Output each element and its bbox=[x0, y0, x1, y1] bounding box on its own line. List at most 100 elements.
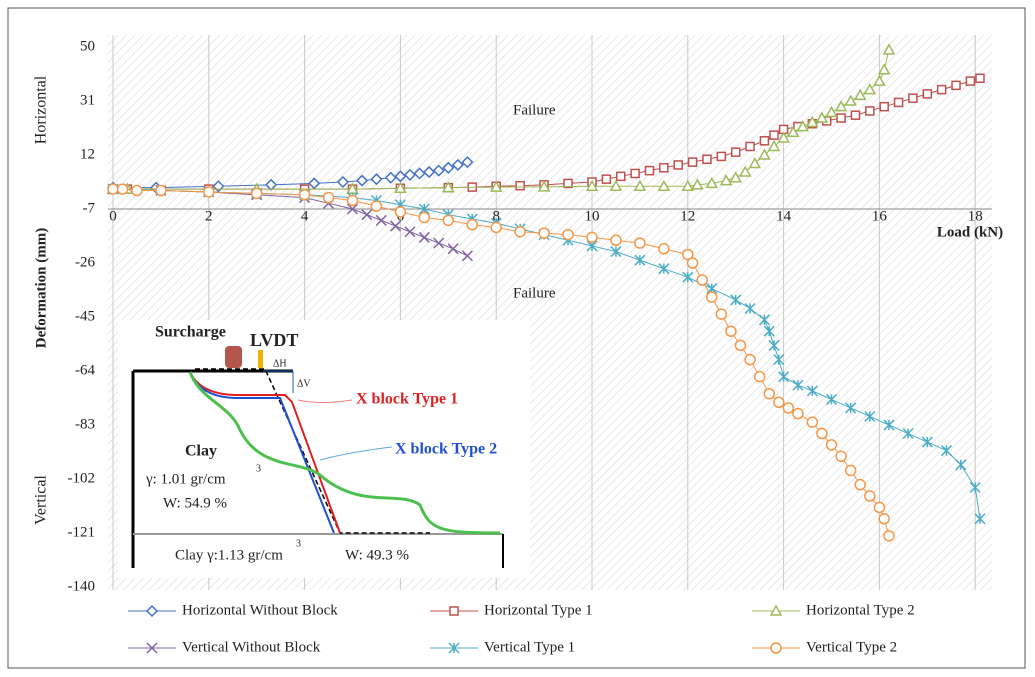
marker bbox=[786, 125, 800, 138]
marker bbox=[773, 396, 785, 409]
marker bbox=[448, 642, 460, 654]
y-tick-label: -102 bbox=[68, 470, 96, 486]
marker bbox=[806, 416, 819, 428]
marker bbox=[657, 179, 671, 192]
marker bbox=[418, 211, 431, 224]
marker bbox=[563, 178, 573, 189]
marker bbox=[792, 379, 804, 391]
marker bbox=[298, 189, 311, 201]
marker bbox=[792, 407, 804, 420]
x-tick-label: 16 bbox=[872, 208, 888, 224]
marker bbox=[863, 83, 877, 95]
marker bbox=[682, 271, 694, 283]
marker bbox=[879, 101, 889, 112]
marker bbox=[145, 604, 159, 618]
marker bbox=[615, 171, 626, 182]
marker bbox=[418, 231, 430, 243]
marker bbox=[514, 225, 526, 238]
delta-bracket bbox=[263, 370, 294, 393]
marker bbox=[865, 106, 875, 116]
marker bbox=[489, 180, 503, 192]
marker bbox=[744, 302, 756, 315]
marker bbox=[777, 131, 790, 143]
marker bbox=[882, 43, 896, 55]
marker bbox=[433, 237, 445, 249]
marker bbox=[265, 178, 278, 191]
y-tick-label: 50 bbox=[80, 38, 95, 54]
marker bbox=[969, 481, 981, 494]
marker bbox=[586, 231, 598, 244]
x-tick-label: 8 bbox=[492, 208, 500, 224]
marker bbox=[131, 184, 143, 197]
marker bbox=[908, 93, 918, 103]
annotation: Failure bbox=[513, 102, 556, 118]
marker bbox=[537, 180, 551, 192]
marker bbox=[691, 178, 704, 190]
marker bbox=[442, 161, 455, 174]
annotation: Failure bbox=[513, 285, 556, 301]
marker bbox=[854, 478, 866, 491]
legend-label: Horizontal Type 1 bbox=[484, 602, 593, 618]
marker bbox=[902, 427, 914, 440]
marker bbox=[686, 257, 699, 269]
marker bbox=[308, 177, 321, 190]
marker bbox=[702, 154, 712, 165]
marker bbox=[413, 167, 426, 180]
marker bbox=[394, 170, 407, 183]
marker bbox=[878, 513, 890, 525]
marker bbox=[432, 164, 445, 177]
marker bbox=[696, 274, 708, 286]
marker bbox=[681, 179, 695, 192]
x-tick-label: 14 bbox=[776, 208, 792, 224]
marker bbox=[146, 642, 158, 654]
lvdt-bar bbox=[258, 350, 263, 368]
marker bbox=[562, 228, 574, 241]
marker bbox=[873, 74, 886, 86]
marker bbox=[753, 370, 766, 383]
marker bbox=[769, 604, 783, 616]
marker bbox=[370, 173, 383, 186]
no-block-surface bbox=[188, 371, 501, 535]
marker bbox=[403, 168, 417, 181]
marker bbox=[490, 221, 502, 234]
failure-wedge bbox=[195, 368, 430, 534]
type2-label: X block Type 2 bbox=[395, 441, 497, 458]
marker bbox=[610, 234, 622, 247]
marker bbox=[155, 184, 167, 197]
marker bbox=[806, 385, 818, 397]
marker bbox=[763, 325, 775, 337]
marker bbox=[346, 203, 359, 215]
marker bbox=[538, 227, 550, 239]
marker bbox=[745, 141, 755, 152]
y-tick-label: -26 bbox=[75, 254, 95, 270]
marker bbox=[630, 168, 640, 179]
marker bbox=[687, 157, 698, 167]
legend-label: Vertical Type 1 bbox=[484, 639, 575, 655]
marker bbox=[883, 419, 895, 431]
marker bbox=[815, 111, 829, 123]
marker bbox=[729, 171, 742, 183]
y-top-label: Horizontal bbox=[33, 75, 50, 144]
marker bbox=[835, 450, 847, 463]
marker bbox=[768, 339, 780, 351]
marker bbox=[864, 490, 876, 502]
marker bbox=[705, 176, 719, 189]
marker bbox=[769, 130, 779, 140]
marker bbox=[730, 294, 742, 306]
marker bbox=[845, 402, 857, 414]
x-tick-label: 2 bbox=[205, 208, 213, 224]
y-tick-label: -140 bbox=[68, 578, 96, 594]
marker bbox=[716, 151, 727, 162]
marker bbox=[816, 427, 828, 440]
legend-label: Horizontal Type 2 bbox=[806, 602, 915, 618]
marker bbox=[758, 314, 770, 326]
y-tick-label: 31 bbox=[80, 92, 95, 108]
marker bbox=[782, 402, 795, 414]
lower-gamma: Clay γ:1.13 gr/cm bbox=[175, 547, 283, 563]
y-bottom-label: Vertical bbox=[33, 475, 50, 525]
x-tick-label: 0 bbox=[109, 208, 117, 224]
upper-water: W: 54.9 % bbox=[163, 495, 227, 511]
marker bbox=[322, 191, 335, 204]
marker bbox=[922, 89, 933, 99]
marker bbox=[394, 206, 407, 218]
